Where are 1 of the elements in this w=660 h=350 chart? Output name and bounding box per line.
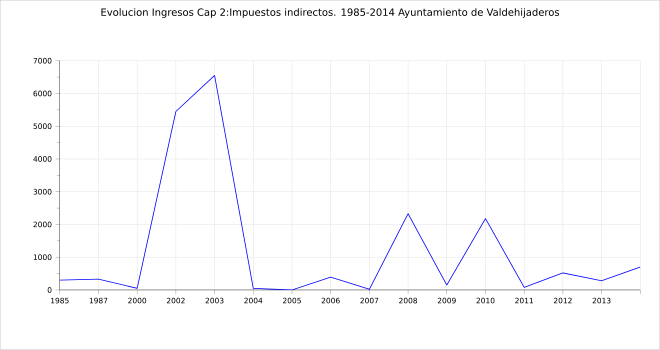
chart-title: Evolucion Ingresos Cap 2:Impuestos indirectos. 1985-2014 Ayuntamiento de Valdehijaderos [101, 8, 560, 18]
